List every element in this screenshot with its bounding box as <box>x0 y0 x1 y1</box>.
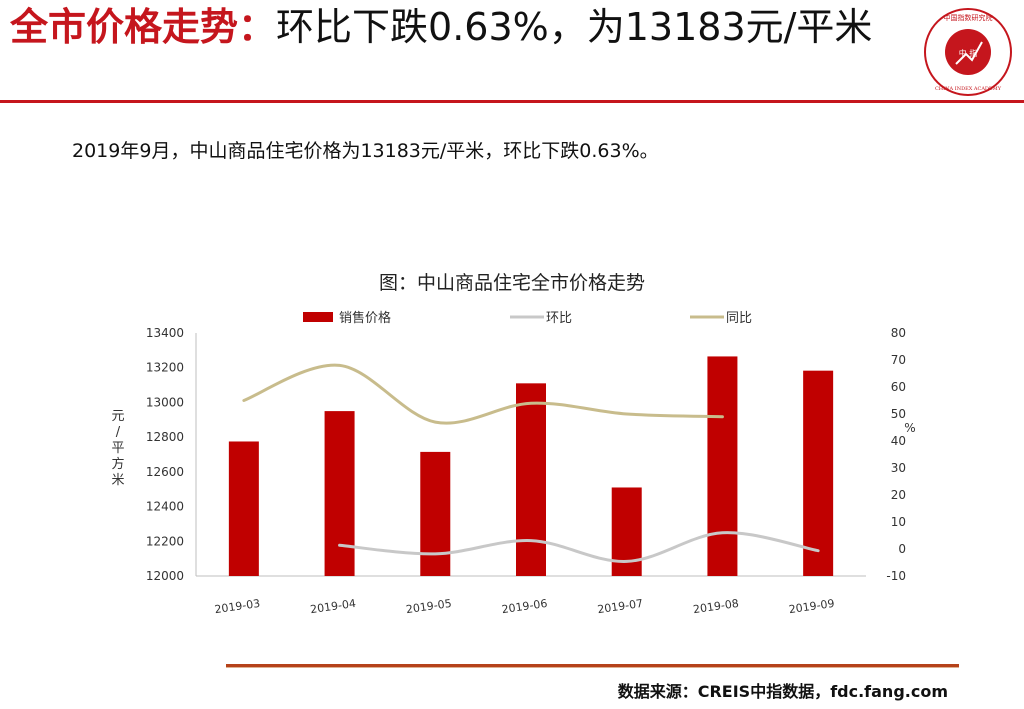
y-tick-label: 13400 <box>146 326 184 340</box>
x-tick-label: 2019-07 <box>597 597 644 616</box>
y2-tick-label: 30 <box>891 461 906 475</box>
y-tick-label: 12600 <box>146 465 184 479</box>
logo-text-top: 中国指数研究院 <box>944 13 993 22</box>
summary-text: 2019年9月，中山商品住宅价格为13183元/平米，环比下跌0.63%。 <box>72 140 659 162</box>
header-divider <box>0 100 1024 103</box>
y-axis-label-char: 元 <box>111 409 124 424</box>
bar-2019-08 <box>707 356 738 576</box>
y-axis-label-char: 米 <box>111 473 124 488</box>
logo-text-center: 中 指 <box>959 48 978 58</box>
y-tick-label: 13200 <box>146 361 184 375</box>
legend-swatch-price <box>303 312 333 322</box>
legend-label: 同比 <box>726 311 752 326</box>
y-tick-label: 12400 <box>146 500 184 514</box>
y-tick-label: 13000 <box>146 395 184 409</box>
footer-divider-shadow <box>226 667 959 668</box>
y-axis-label-char: / <box>116 425 121 440</box>
y-tick-label: 12000 <box>146 569 184 583</box>
y-tick-label: 12800 <box>146 430 184 444</box>
y2-tick-label: 80 <box>891 326 906 340</box>
y2-tick-label: 40 <box>891 434 906 448</box>
x-tick-label: 2019-03 <box>214 597 261 616</box>
line-mom <box>338 531 820 563</box>
x-tick-label: 2019-05 <box>405 597 452 616</box>
bar-2019-06 <box>516 383 546 576</box>
china-index-academy-logo: 中国指数研究院 中 指 CHINA INDEX ACADEMY <box>922 6 1014 98</box>
line-yoy <box>242 363 724 425</box>
y2-tick-label: 50 <box>891 407 906 421</box>
page-title-rest: 环比下跌0.63%，为13183元/平米 <box>276 5 873 49</box>
page-title-accent: 全市价格走势： <box>10 5 277 49</box>
legend-label: 销售价格 <box>339 310 391 326</box>
data-source: 数据来源：CREIS中指数据，fdc.fang.com <box>617 682 948 701</box>
y-axis-label-char: 平 <box>111 441 124 456</box>
page-title: 全市价格走势：环比下跌0.63%，为13183元/平米 <box>10 2 910 52</box>
y2-tick-label: 10 <box>891 515 906 529</box>
footer-divider <box>226 664 959 667</box>
y-tick-label: 12200 <box>146 534 184 548</box>
x-tick-label: 2019-06 <box>501 597 548 616</box>
legend-label: 环比 <box>546 311 572 326</box>
x-tick-label: 2019-08 <box>692 597 739 616</box>
y-axis-label-char: 方 <box>111 456 124 472</box>
y2-tick-label: 0 <box>898 542 906 556</box>
bar-2019-05 <box>420 451 451 576</box>
chart-title: 图：中山商品住宅全市价格走势 <box>378 272 645 294</box>
bar-2019-09 <box>803 370 834 576</box>
y2-tick-label: 20 <box>891 488 906 502</box>
y2-tick-label: 60 <box>891 380 906 394</box>
logo-text-bottom: CHINA INDEX ACADEMY <box>935 86 1002 92</box>
bar-2019-03 <box>228 441 259 576</box>
x-tick-label: 2019-04 <box>309 597 356 616</box>
y2-tick-label: -10 <box>886 569 906 583</box>
y2-tick-label: 70 <box>891 353 906 367</box>
x-tick-label: 2019-09 <box>788 597 835 616</box>
bar-2019-04 <box>324 411 355 576</box>
y2-axis-label: % <box>904 421 915 435</box>
